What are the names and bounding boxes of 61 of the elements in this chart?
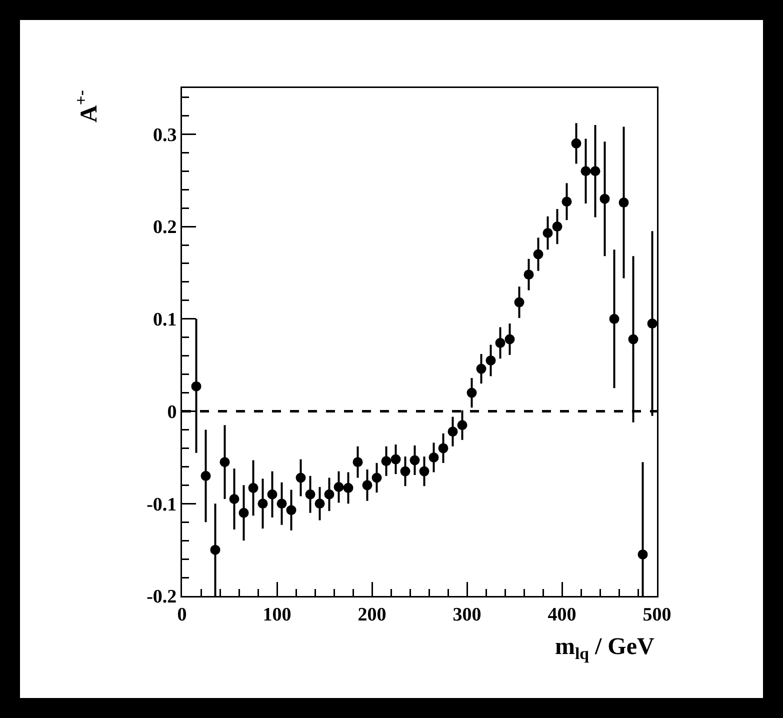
point: [238, 508, 249, 518]
point: [352, 457, 363, 468]
point: [390, 454, 401, 464]
point: [542, 228, 553, 238]
point: [410, 455, 420, 466]
point: [638, 549, 648, 560]
point: [466, 388, 477, 398]
point: [476, 364, 486, 374]
point: [334, 482, 344, 492]
point: [504, 334, 515, 344]
point: [590, 166, 600, 176]
point: [258, 498, 268, 509]
point: [580, 166, 591, 176]
point: [562, 196, 572, 207]
point: [448, 426, 458, 437]
point: [400, 466, 410, 476]
point: [200, 470, 211, 481]
point: [276, 498, 287, 509]
point: [343, 482, 354, 493]
point: [600, 194, 610, 204]
point: [419, 466, 430, 476]
point: [381, 456, 392, 466]
y-tick-label: -0.2: [146, 586, 177, 608]
point: [220, 457, 230, 468]
x-axis-title: m$_{lq}$ / GeV: [555, 634, 655, 664]
point: [229, 494, 240, 504]
point: [514, 297, 524, 308]
point: [296, 472, 306, 483]
point: [428, 452, 439, 462]
x-tick-label: 300: [452, 604, 482, 626]
point: [324, 489, 334, 500]
x-tick-label: 100: [262, 604, 292, 626]
point: [362, 480, 372, 490]
x-tick-label: 500: [642, 604, 672, 626]
y-tick-label: 0.1: [152, 310, 177, 331]
point: [191, 381, 202, 392]
point: [248, 482, 258, 493]
point: [486, 355, 496, 366]
point: [372, 472, 382, 483]
point: [524, 270, 534, 280]
point: [533, 249, 544, 260]
point: [457, 420, 468, 430]
point: [628, 334, 638, 344]
point: [609, 314, 620, 324]
point: [305, 489, 316, 500]
point: [286, 505, 296, 516]
y-tick-label: 0: [167, 402, 177, 423]
point: [210, 544, 220, 555]
y-tick-label: 0.3: [152, 124, 177, 146]
point: [647, 318, 657, 329]
point: [571, 138, 582, 148]
point: [438, 443, 448, 454]
x-tick-label: 200: [358, 604, 386, 626]
point: [618, 198, 629, 208]
point: [495, 338, 506, 348]
y-tick-label: 0.2: [152, 217, 177, 238]
x-tick-label: 400: [548, 604, 576, 626]
point: [552, 222, 562, 232]
point: [314, 498, 325, 509]
point: [267, 489, 278, 500]
y-tick-label: -0.1: [146, 494, 177, 516]
